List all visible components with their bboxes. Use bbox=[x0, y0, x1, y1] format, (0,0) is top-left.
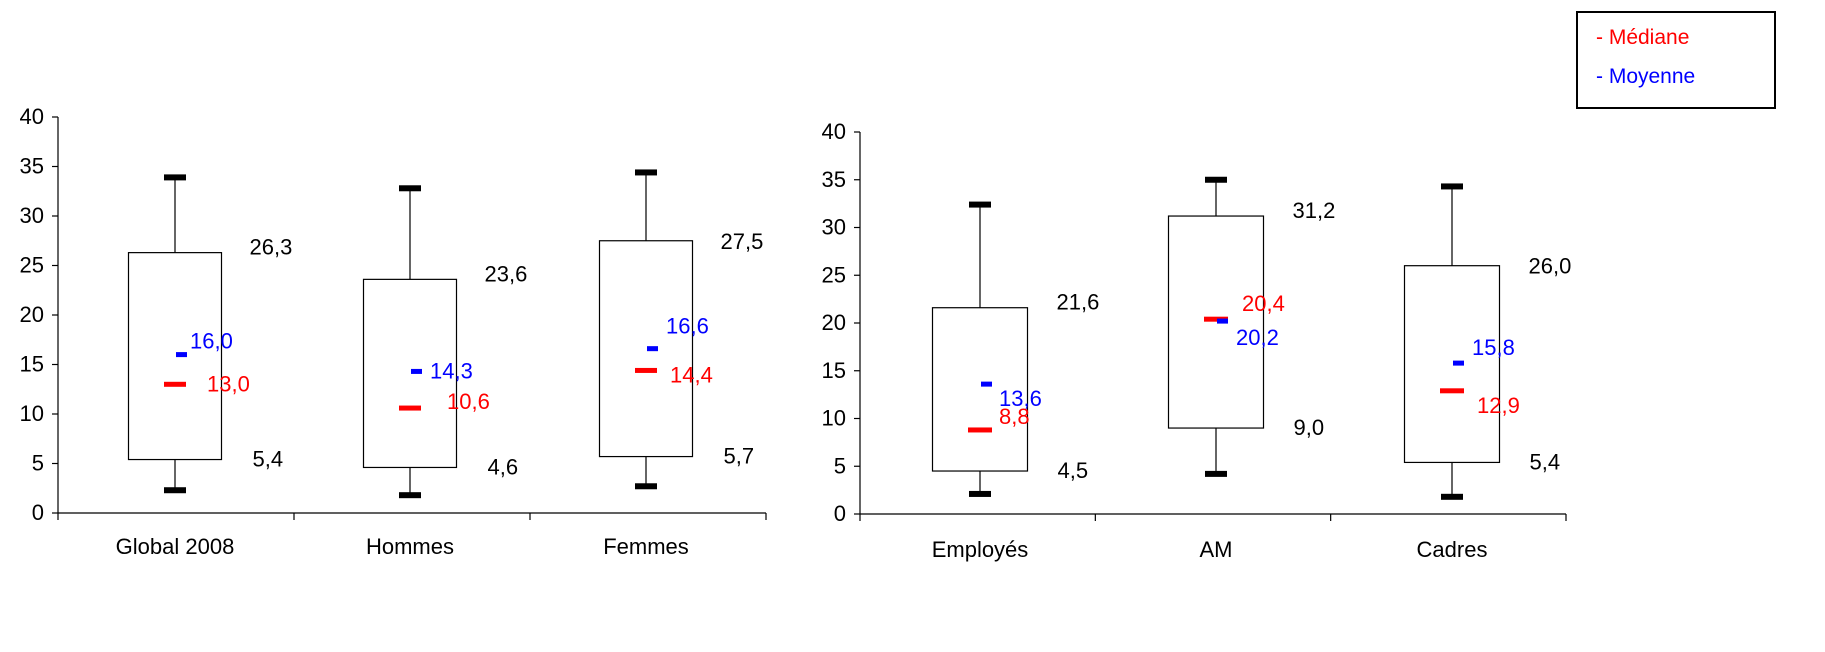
lower-whisker-cap bbox=[399, 492, 421, 499]
mean-marker bbox=[647, 346, 658, 352]
iqr-box bbox=[1167, 215, 1265, 429]
iqr-box bbox=[598, 240, 694, 458]
legend-median-label: - Médiane bbox=[1596, 26, 1690, 49]
mean-label: 20,2 bbox=[1236, 325, 1279, 350]
category-label: Cadres bbox=[1417, 537, 1488, 562]
y-tick-label: 40 bbox=[822, 119, 846, 144]
y-tick-label: 35 bbox=[20, 154, 44, 179]
category-label: Employés bbox=[932, 537, 1029, 562]
median-marker bbox=[968, 427, 992, 433]
upper-whisker-cap bbox=[635, 169, 657, 176]
mean-marker bbox=[411, 368, 422, 374]
median-marker bbox=[1204, 316, 1228, 322]
iqr-box bbox=[362, 278, 458, 469]
legend-mean: - Moyenne bbox=[1596, 65, 1695, 89]
lower-whisker-cap bbox=[164, 487, 186, 494]
mean-marker bbox=[1217, 318, 1228, 324]
category-label: Femmes bbox=[603, 534, 689, 559]
y-tick-label: 5 bbox=[834, 453, 846, 478]
y-tick-label: 25 bbox=[822, 262, 846, 287]
y-tick-label: 0 bbox=[834, 501, 846, 526]
lower-whisker-cap bbox=[635, 483, 657, 490]
y-tick-label: 40 bbox=[20, 104, 44, 129]
median-label: 10,6 bbox=[447, 389, 490, 414]
mean-label: 13,6 bbox=[999, 386, 1042, 411]
iqr-box bbox=[931, 307, 1029, 472]
legend: - Médiane - Moyenne bbox=[1576, 11, 1776, 109]
upper-whisker-cap bbox=[1205, 176, 1227, 183]
upper-whisker-cap bbox=[164, 174, 186, 181]
y-tick-label: 0 bbox=[32, 500, 44, 525]
y-tick-label: 30 bbox=[20, 203, 44, 228]
mean-marker bbox=[1453, 360, 1464, 366]
lower-whisker-cap bbox=[1205, 470, 1227, 477]
median-marker bbox=[1440, 388, 1464, 394]
lower-whisker-cap bbox=[1441, 493, 1463, 500]
q3-label: 27,5 bbox=[721, 229, 764, 254]
iqr-box bbox=[127, 252, 223, 461]
q1-label: 4,6 bbox=[488, 454, 519, 479]
mean-label: 14,3 bbox=[430, 358, 473, 383]
mean-marker bbox=[176, 352, 187, 358]
category-label: Global 2008 bbox=[116, 534, 235, 559]
mean-label: 16,6 bbox=[666, 314, 709, 339]
q1-label: 5,7 bbox=[724, 444, 755, 469]
mean-label: 15,8 bbox=[1472, 335, 1515, 360]
category-label: AM bbox=[1200, 537, 1233, 562]
category-label: Hommes bbox=[366, 534, 454, 559]
q3-label: 26,0 bbox=[1529, 254, 1572, 279]
y-tick-label: 20 bbox=[20, 302, 44, 327]
upper-whisker-cap bbox=[1441, 183, 1463, 190]
q1-label: 9,0 bbox=[1294, 415, 1325, 440]
y-tick-label: 15 bbox=[822, 358, 846, 383]
median-marker bbox=[635, 367, 657, 373]
q3-label: 21,6 bbox=[1057, 290, 1100, 315]
y-tick-label: 30 bbox=[822, 215, 846, 240]
upper-whisker-cap bbox=[969, 201, 991, 208]
y-tick-label: 25 bbox=[20, 253, 44, 278]
y-tick-label: 35 bbox=[822, 167, 846, 192]
y-tick-label: 5 bbox=[32, 451, 44, 476]
y-tick-label: 10 bbox=[822, 406, 846, 431]
median-label: 12,9 bbox=[1477, 393, 1520, 418]
mean-label: 16,0 bbox=[190, 329, 233, 354]
q3-label: 26,3 bbox=[250, 235, 293, 260]
median-marker bbox=[399, 405, 421, 411]
median-marker bbox=[164, 381, 186, 387]
median-label: 8,8 bbox=[999, 404, 1030, 429]
lower-whisker-cap bbox=[969, 490, 991, 497]
legend-median: - Médiane bbox=[1596, 26, 1689, 50]
median-label: 14,4 bbox=[670, 362, 713, 387]
y-tick-label: 20 bbox=[822, 310, 846, 335]
y-tick-label: 15 bbox=[20, 352, 44, 377]
q1-label: 4,5 bbox=[1058, 458, 1089, 483]
legend-mean-label: - Moyenne bbox=[1596, 65, 1696, 88]
iqr-box bbox=[1403, 265, 1501, 464]
mean-marker bbox=[981, 381, 992, 387]
median-label: 13,0 bbox=[207, 371, 250, 396]
q3-label: 31,2 bbox=[1293, 198, 1336, 223]
q1-label: 5,4 bbox=[1530, 449, 1561, 474]
q1-label: 5,4 bbox=[253, 447, 284, 472]
y-tick-label: 10 bbox=[20, 401, 44, 426]
q3-label: 23,6 bbox=[485, 261, 528, 286]
median-label: 20,4 bbox=[1242, 291, 1285, 316]
upper-whisker-cap bbox=[399, 185, 421, 192]
